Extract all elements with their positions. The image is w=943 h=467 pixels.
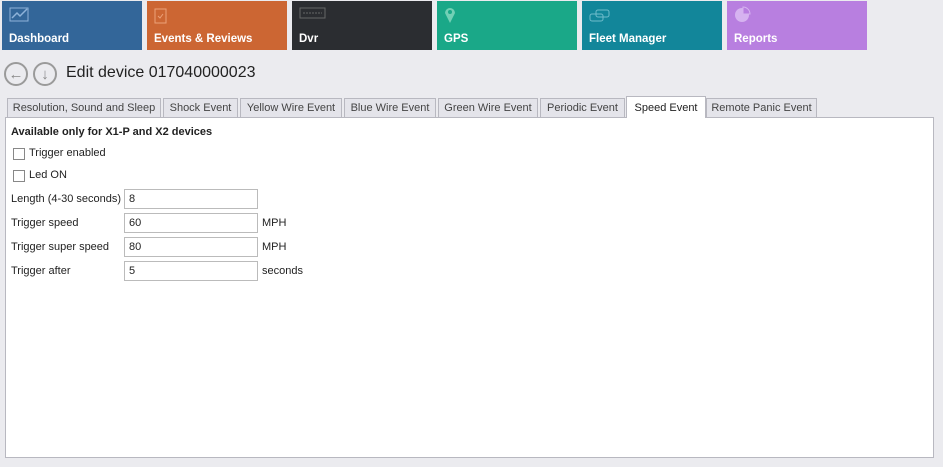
trigger-enabled-label: Trigger enabled <box>29 147 106 159</box>
tab-periodic-event[interactable]: Periodic Event <box>540 98 625 118</box>
nav-tile-dashboard[interactable]: Dashboard <box>2 1 142 50</box>
length-input[interactable]: 8 <box>124 189 258 209</box>
back-button[interactable]: ← <box>4 62 28 86</box>
nav-tile-events-reviews[interactable]: Events & Reviews <box>147 1 287 50</box>
tile-label: GPS <box>444 33 469 45</box>
trigger-speed-label: Trigger speed <box>11 217 79 229</box>
arrow-down-icon: ↓ <box>41 65 49 83</box>
trigger-super-speed-label: Trigger super speed <box>11 241 110 253</box>
clipboard-check-icon <box>154 8 167 24</box>
pie-chart-icon <box>735 6 751 22</box>
map-pin-icon <box>445 8 455 23</box>
nav-tile-gps[interactable]: GPS <box>437 1 577 50</box>
trigger-speed-unit: MPH <box>262 217 287 229</box>
tab-blue-wire-event[interactable]: Blue Wire Event <box>344 98 436 118</box>
dvr-icon <box>299 7 326 19</box>
nav-tile-dvr[interactable]: Dvr <box>292 1 432 50</box>
tile-label: Events & Reviews <box>154 33 253 45</box>
tile-label: Fleet Manager <box>589 33 667 45</box>
tab-yellow-wire-event[interactable]: Yellow Wire Event <box>240 98 342 118</box>
length-label: Length (4-30 seconds) <box>11 193 122 205</box>
trigger-super-speed-unit: MPH <box>262 241 287 253</box>
tab-green-wire-event[interactable]: Green Wire Event <box>438 98 538 118</box>
trigger-after-input[interactable]: 5 <box>124 261 258 281</box>
trigger-super-speed-input[interactable]: 80 <box>124 237 258 257</box>
arrow-left-icon: ← <box>8 65 24 83</box>
page-title: Edit device 017040000023 <box>66 64 256 81</box>
tab-speed-event[interactable]: Speed Event <box>626 96 706 118</box>
tile-label: Dvr <box>299 33 319 45</box>
tile-label: Dashboard <box>9 33 70 45</box>
nav-tile-reports[interactable]: Reports <box>727 1 867 50</box>
trigger-after-unit: seconds <box>262 265 303 277</box>
tab-remote-panic-event[interactable]: Remote Panic Event <box>706 98 817 118</box>
trigger-speed-input[interactable]: 60 <box>124 213 258 233</box>
led-on-label: Led ON <box>29 169 67 181</box>
trigger-enabled-checkbox[interactable] <box>13 148 25 160</box>
nav-tile-fleet-manager[interactable]: Fleet Manager <box>582 1 722 50</box>
down-button[interactable]: ↓ <box>33 62 57 86</box>
tab-shock-event[interactable]: Shock Event <box>163 98 238 118</box>
led-on-checkbox[interactable] <box>13 170 25 182</box>
tile-label: Reports <box>734 33 778 45</box>
trigger-after-label: Trigger after <box>11 265 71 277</box>
speed-event-panel: Available only for X1-P and X2 devices T… <box>5 117 934 458</box>
cars-icon <box>589 9 610 22</box>
tab-resolution-sound-sleep[interactable]: Resolution, Sound and Sleep <box>7 98 161 118</box>
chart-line-icon <box>9 7 29 22</box>
availability-note: Available only for X1-P and X2 devices <box>11 126 213 138</box>
